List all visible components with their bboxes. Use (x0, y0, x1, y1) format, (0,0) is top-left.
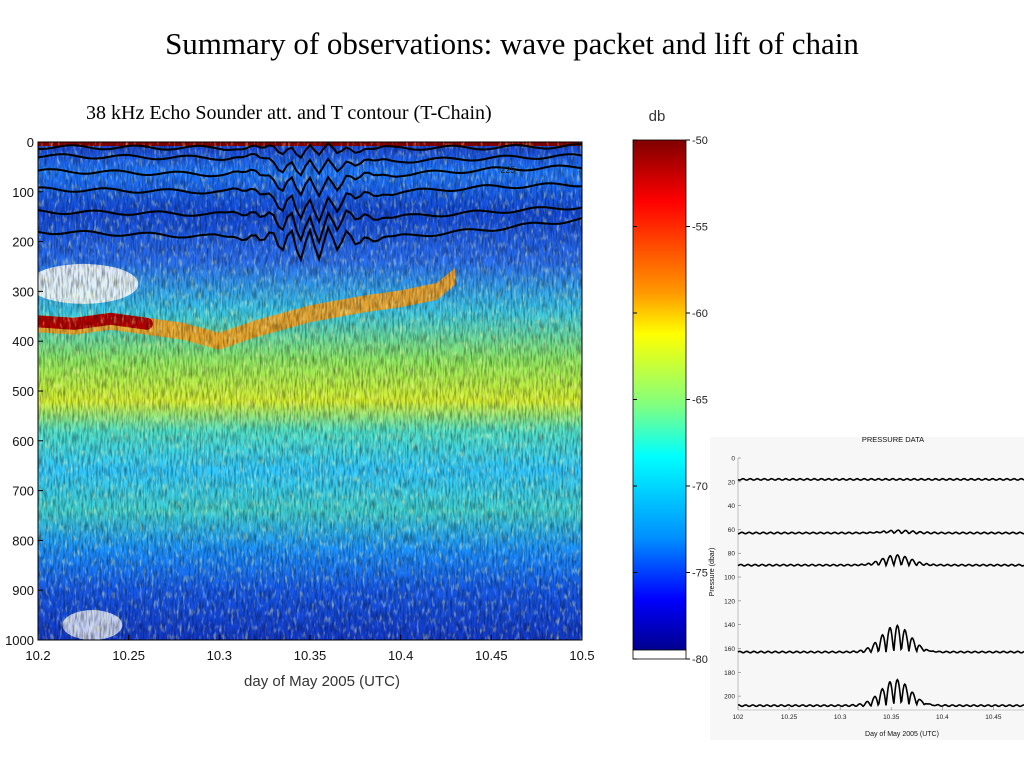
pressure-y-tick-label: 40 (728, 503, 736, 510)
y-tick-label: 300 (12, 284, 34, 299)
x-tick-label: 10.25 (112, 648, 145, 663)
slide-title: Summary of observations: wave packet and… (165, 26, 859, 61)
pressure-series-line (737, 678, 1024, 708)
pressure-x-tick-label: 10.25 (781, 714, 798, 721)
pressure-y-tick-label: 80 (728, 551, 736, 558)
x-tick-label: 10.35 (294, 648, 327, 663)
y-tick-label: 100 (12, 185, 34, 200)
pressure-y-tick-label: 160 (724, 646, 735, 653)
y-tick-label: 400 (12, 334, 34, 349)
echo-sounder-chart: 225 0100200300400500600700800900100010.2… (5, 135, 595, 690)
speckle-bright (38, 142, 582, 640)
x-tick-label: 10.5 (569, 648, 594, 663)
x-tick-label: 10.3 (207, 648, 232, 663)
isotherm-contour (38, 142, 582, 160)
y-tick-label: 200 (12, 235, 34, 250)
pressure-series-line (737, 477, 1024, 481)
colorbar: db -50 -55 -60 -65 -70 -75 -80 (632, 108, 708, 666)
isotherm-contour (38, 164, 582, 199)
isotherm-contour (38, 182, 582, 225)
y-tick-label: 900 (12, 583, 34, 598)
y-tick-label: 700 (12, 484, 34, 499)
pressure-y-tick-label: 0 (731, 456, 735, 463)
pressure-xlabel: Day of May 2005 (UTC) (865, 731, 939, 738)
isotherm-contour (38, 217, 582, 263)
isotherm-contour (38, 152, 582, 177)
y-tick-label: 600 (12, 434, 34, 449)
echo-xlabel: day of May 2005 (UTC) (244, 673, 400, 690)
pressure-y-tick-label: 140 (724, 622, 735, 629)
pressure-x-tick-label: 102 (733, 714, 744, 721)
colorbar-tick-label: -55 (692, 222, 708, 234)
y-tick-label: 0 (27, 135, 34, 150)
pressure-y-tick-label: 60 (728, 527, 736, 534)
pressure-y-tick-label: 180 (724, 670, 735, 677)
x-tick-label: 10.45 (475, 648, 508, 663)
y-tick-label: 1000 (5, 633, 34, 648)
colorbar-tick-label: -60 (692, 308, 708, 320)
colorbar-tick-label: -70 (692, 481, 708, 493)
pressure-x-tick-label: 10.35 (883, 714, 900, 721)
pressure-series-line (738, 529, 1024, 535)
pressure-title: PRESSURE DATA (862, 435, 924, 444)
isotherm-contour (38, 206, 582, 245)
pressure-y-tick-label: 200 (724, 694, 735, 701)
pressure-y-tick-label: 120 (724, 598, 735, 605)
pressure-x-tick-label: 10.3 (834, 714, 847, 721)
pressure-series-line (737, 554, 1024, 568)
colorbar-tick-label: -50 (692, 135, 708, 147)
pressure-x-tick-label: 10.45 (985, 714, 1002, 721)
x-tick-label: 10.2 (25, 648, 50, 663)
pressure-ylabel: Pressure (dbar) (709, 548, 716, 597)
colorbar-tick-label: -65 (692, 395, 708, 407)
pressure-series-line (737, 623, 1024, 654)
pressure-background (710, 437, 1024, 740)
pressure-x-tick-label: 10.4 (936, 714, 949, 721)
pressure-y-tick-label: 20 (728, 479, 736, 486)
colorbar-gradient (632, 139, 687, 651)
pressure-y-tick-label: 100 (724, 575, 735, 582)
colorbar-title: db (649, 108, 666, 125)
contour-label: 225 (500, 165, 515, 175)
colorbar-low-bin (632, 649, 687, 660)
colorbar-tick-label: -80 (692, 654, 708, 666)
echo-chart-title: 38 kHz Echo Sounder att. and T contour (… (86, 102, 492, 124)
colorbar-tick-label: -75 (692, 568, 708, 580)
y-tick-label: 500 (12, 384, 34, 399)
x-tick-label: 10.4 (388, 648, 413, 663)
y-tick-label: 800 (12, 533, 34, 548)
pressure-data-chart: PRESSURE DATA Pressure (dbar) Day of May… (709, 435, 1024, 740)
